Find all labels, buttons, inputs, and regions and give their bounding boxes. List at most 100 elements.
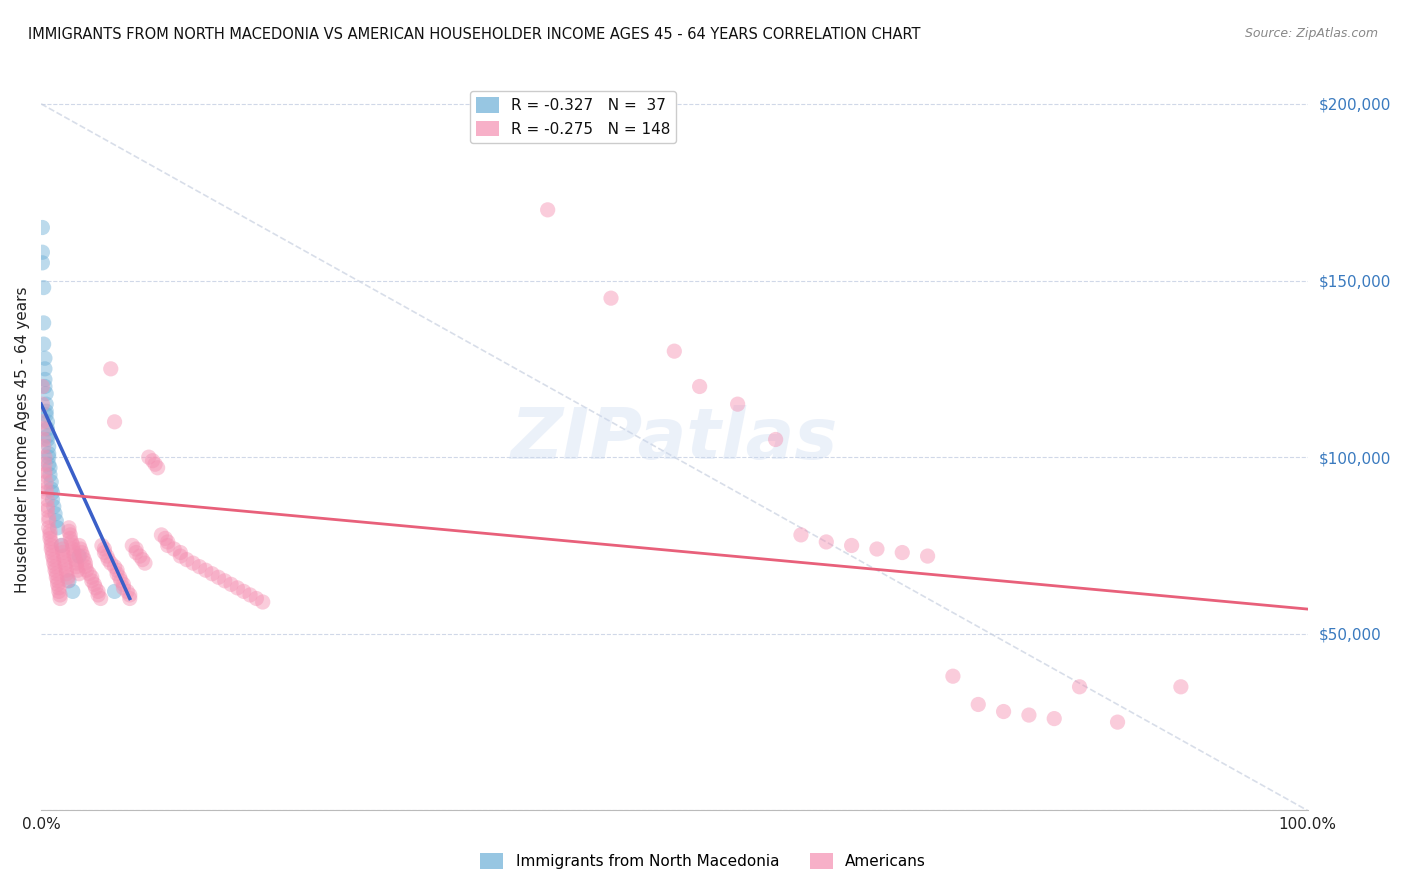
Point: [35, 475, 58, 489]
Point: [245, 591, 267, 606]
Point: [32, 440, 55, 454]
Point: [201, 566, 224, 581]
Point: [841, 539, 863, 553]
Point: [58, 524, 80, 539]
Point: [65, 552, 87, 566]
Point: [45, 570, 67, 584]
Point: [207, 570, 229, 584]
Text: IMMIGRANTS FROM NORTH MACEDONIA VS AMERICAN HOUSEHOLDER INCOME AGES 45 - 64 YEAR: IMMIGRANTS FROM NORTH MACEDONIA VS AMERI…: [28, 27, 921, 42]
Point: [32, 280, 55, 294]
Point: [34, 464, 56, 478]
Point: [35, 386, 58, 401]
Point: [52, 541, 75, 556]
Point: [34, 361, 56, 376]
Point: [815, 535, 838, 549]
Point: [45, 514, 67, 528]
Point: [38, 521, 60, 535]
Point: [121, 539, 143, 553]
Point: [45, 566, 67, 581]
Point: [214, 574, 236, 588]
Point: [138, 450, 160, 465]
Point: [1018, 708, 1040, 723]
Point: [125, 541, 148, 556]
Point: [176, 552, 198, 566]
Point: [38, 450, 60, 465]
Point: [600, 291, 623, 305]
Point: [143, 457, 166, 471]
Point: [42, 500, 65, 514]
Point: [42, 552, 65, 566]
Point: [90, 591, 112, 606]
Point: [75, 556, 97, 570]
Point: [727, 397, 749, 411]
Point: [156, 535, 179, 549]
Point: [118, 591, 141, 606]
Point: [48, 581, 70, 595]
Point: [31, 415, 53, 429]
Point: [105, 566, 128, 581]
Point: [169, 545, 191, 559]
Point: [66, 563, 89, 577]
Point: [49, 591, 72, 606]
Point: [32, 422, 55, 436]
Point: [48, 584, 70, 599]
Point: [83, 577, 105, 591]
Point: [51, 539, 73, 553]
Point: [110, 574, 132, 588]
Point: [150, 528, 173, 542]
Point: [188, 559, 211, 574]
Point: [46, 574, 69, 588]
Point: [163, 541, 186, 556]
Point: [115, 584, 138, 599]
Point: [41, 545, 63, 559]
Point: [67, 549, 90, 563]
Point: [35, 485, 58, 500]
Point: [34, 450, 56, 465]
Point: [232, 584, 254, 599]
Point: [41, 492, 63, 507]
Point: [993, 705, 1015, 719]
Point: [1069, 680, 1091, 694]
Point: [97, 552, 120, 566]
Point: [63, 549, 86, 563]
Point: [866, 541, 889, 556]
Point: [65, 559, 87, 574]
Point: [52, 545, 75, 559]
Point: [103, 415, 125, 429]
Point: [52, 549, 75, 563]
Point: [56, 574, 79, 588]
Point: [108, 570, 131, 584]
Point: [70, 545, 93, 559]
Point: [156, 539, 179, 553]
Point: [181, 556, 204, 570]
Point: [51, 539, 73, 553]
Point: [39, 460, 62, 475]
Point: [942, 669, 965, 683]
Point: [76, 563, 98, 577]
Point: [37, 422, 59, 436]
Point: [891, 545, 914, 559]
Point: [31, 245, 53, 260]
Point: [39, 535, 62, 549]
Point: [39, 532, 62, 546]
Point: [37, 492, 59, 507]
Point: [80, 574, 103, 588]
Point: [134, 556, 156, 570]
Point: [38, 457, 60, 471]
Point: [59, 532, 82, 546]
Point: [60, 535, 83, 549]
Point: [84, 581, 107, 595]
Point: [125, 545, 148, 559]
Point: [55, 566, 77, 581]
Point: [58, 521, 80, 535]
Point: [31, 220, 53, 235]
Point: [38, 514, 60, 528]
Point: [53, 559, 76, 574]
Point: [112, 581, 135, 595]
Point: [37, 503, 59, 517]
Point: [155, 532, 177, 546]
Point: [80, 570, 103, 584]
Point: [87, 588, 110, 602]
Point: [93, 541, 115, 556]
Point: [93, 545, 115, 559]
